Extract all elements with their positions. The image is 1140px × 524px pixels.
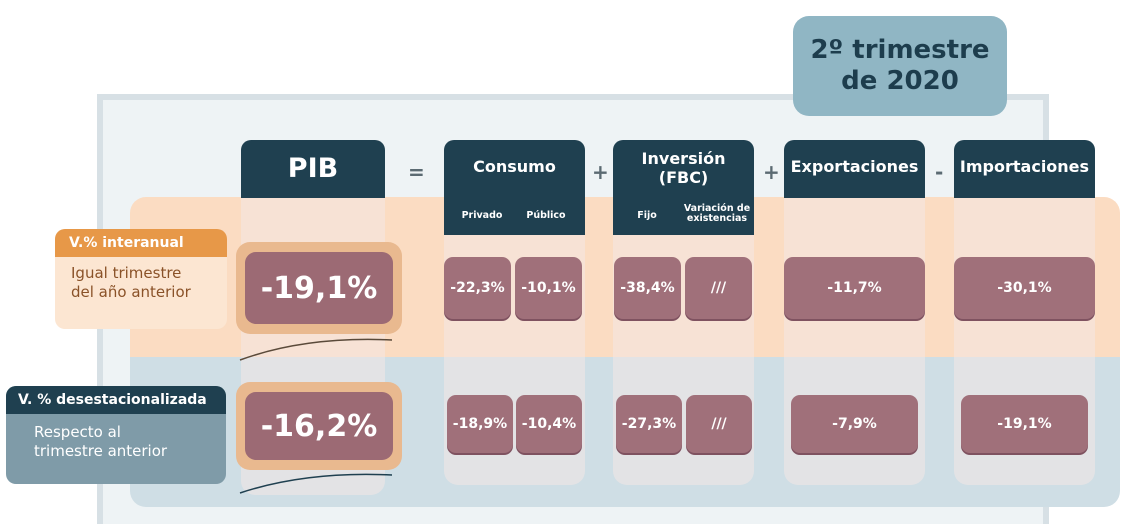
curve-decoration-bottom bbox=[239, 473, 393, 494]
exportaciones-header-label: Exportaciones bbox=[790, 157, 919, 176]
privado-desestacionalizada-value: -18,9% bbox=[447, 395, 513, 453]
publico-interanual-value: -10,1% bbox=[515, 257, 582, 319]
desestacionalizada-desc-line2: trimestre anterior bbox=[34, 442, 168, 460]
publico-desestacionalizada-value: -10,4% bbox=[516, 395, 582, 453]
importaciones-header-label: Importaciones bbox=[959, 157, 1090, 176]
importaciones-interanual-value: -30,1% bbox=[954, 257, 1095, 319]
inversion-header-line2: (FBC) bbox=[658, 168, 709, 187]
interanual-label: V.% interanual bbox=[55, 229, 227, 257]
consumo-header: Consumo Privado Público bbox=[444, 140, 585, 235]
importaciones-header: Importaciones bbox=[954, 140, 1095, 198]
consumo-header-label: Consumo bbox=[473, 157, 556, 176]
inversion-header-line1: Inversión bbox=[641, 149, 726, 168]
pib-header: PIB bbox=[241, 140, 385, 198]
minus-operator: - bbox=[935, 160, 944, 184]
quarter-title: 2º trimestre de 2020 bbox=[793, 16, 1007, 116]
desestacionalizada-desc-line1: Respecto al bbox=[34, 423, 121, 441]
pib-desestacionalizada-value: -16,2% bbox=[245, 392, 393, 460]
plus-operator-1: + bbox=[592, 160, 609, 184]
inversion-header: Inversión (FBC) Fijo Variación de existe… bbox=[613, 140, 754, 235]
consumo-publico-label: Público bbox=[526, 210, 566, 221]
inversion-existencias-label: Variación de existencias bbox=[683, 203, 751, 224]
fijo-desestacionalizada-value: -27,3% bbox=[616, 395, 682, 453]
existencias-interanual-value: /// bbox=[685, 257, 752, 319]
quarter-line1: 2º trimestre bbox=[810, 35, 990, 65]
existencias-desestacionalizada-value: /// bbox=[686, 395, 752, 453]
consumo-privado-label: Privado bbox=[461, 210, 503, 221]
plus-operator-2: + bbox=[763, 160, 780, 184]
pib-interanual-value: -19,1% bbox=[245, 252, 393, 324]
fijo-interanual-value: -38,4% bbox=[614, 257, 681, 319]
interanual-label-box: V.% interanual Igual trimestre del año a… bbox=[55, 229, 227, 329]
importaciones-desestacionalizada-value: -19,1% bbox=[961, 395, 1088, 453]
pib-desestacionalizada-frame: -16,2% bbox=[236, 382, 402, 470]
exportaciones-header: Exportaciones bbox=[784, 140, 925, 198]
interanual-desc-line1: Igual trimestre bbox=[71, 264, 182, 282]
interanual-desc-line2: del año anterior bbox=[71, 283, 191, 301]
exportaciones-interanual-value: -11,7% bbox=[784, 257, 925, 319]
desestacionalizada-label: V. % desestacionalizada bbox=[6, 386, 226, 414]
pib-header-label: PIB bbox=[287, 153, 339, 184]
inversion-fijo-label: Fijo bbox=[637, 210, 657, 221]
exportaciones-desestacionalizada-value: -7,9% bbox=[791, 395, 918, 453]
privado-interanual-value: -22,3% bbox=[444, 257, 511, 319]
equals-operator: = bbox=[408, 160, 425, 184]
curve-decoration-top bbox=[239, 338, 393, 361]
pib-interanual-frame: -19,1% bbox=[236, 242, 402, 334]
desestacionalizada-label-box: V. % desestacionalizada Respecto al trim… bbox=[6, 386, 226, 484]
quarter-line2: de 2020 bbox=[841, 66, 959, 96]
